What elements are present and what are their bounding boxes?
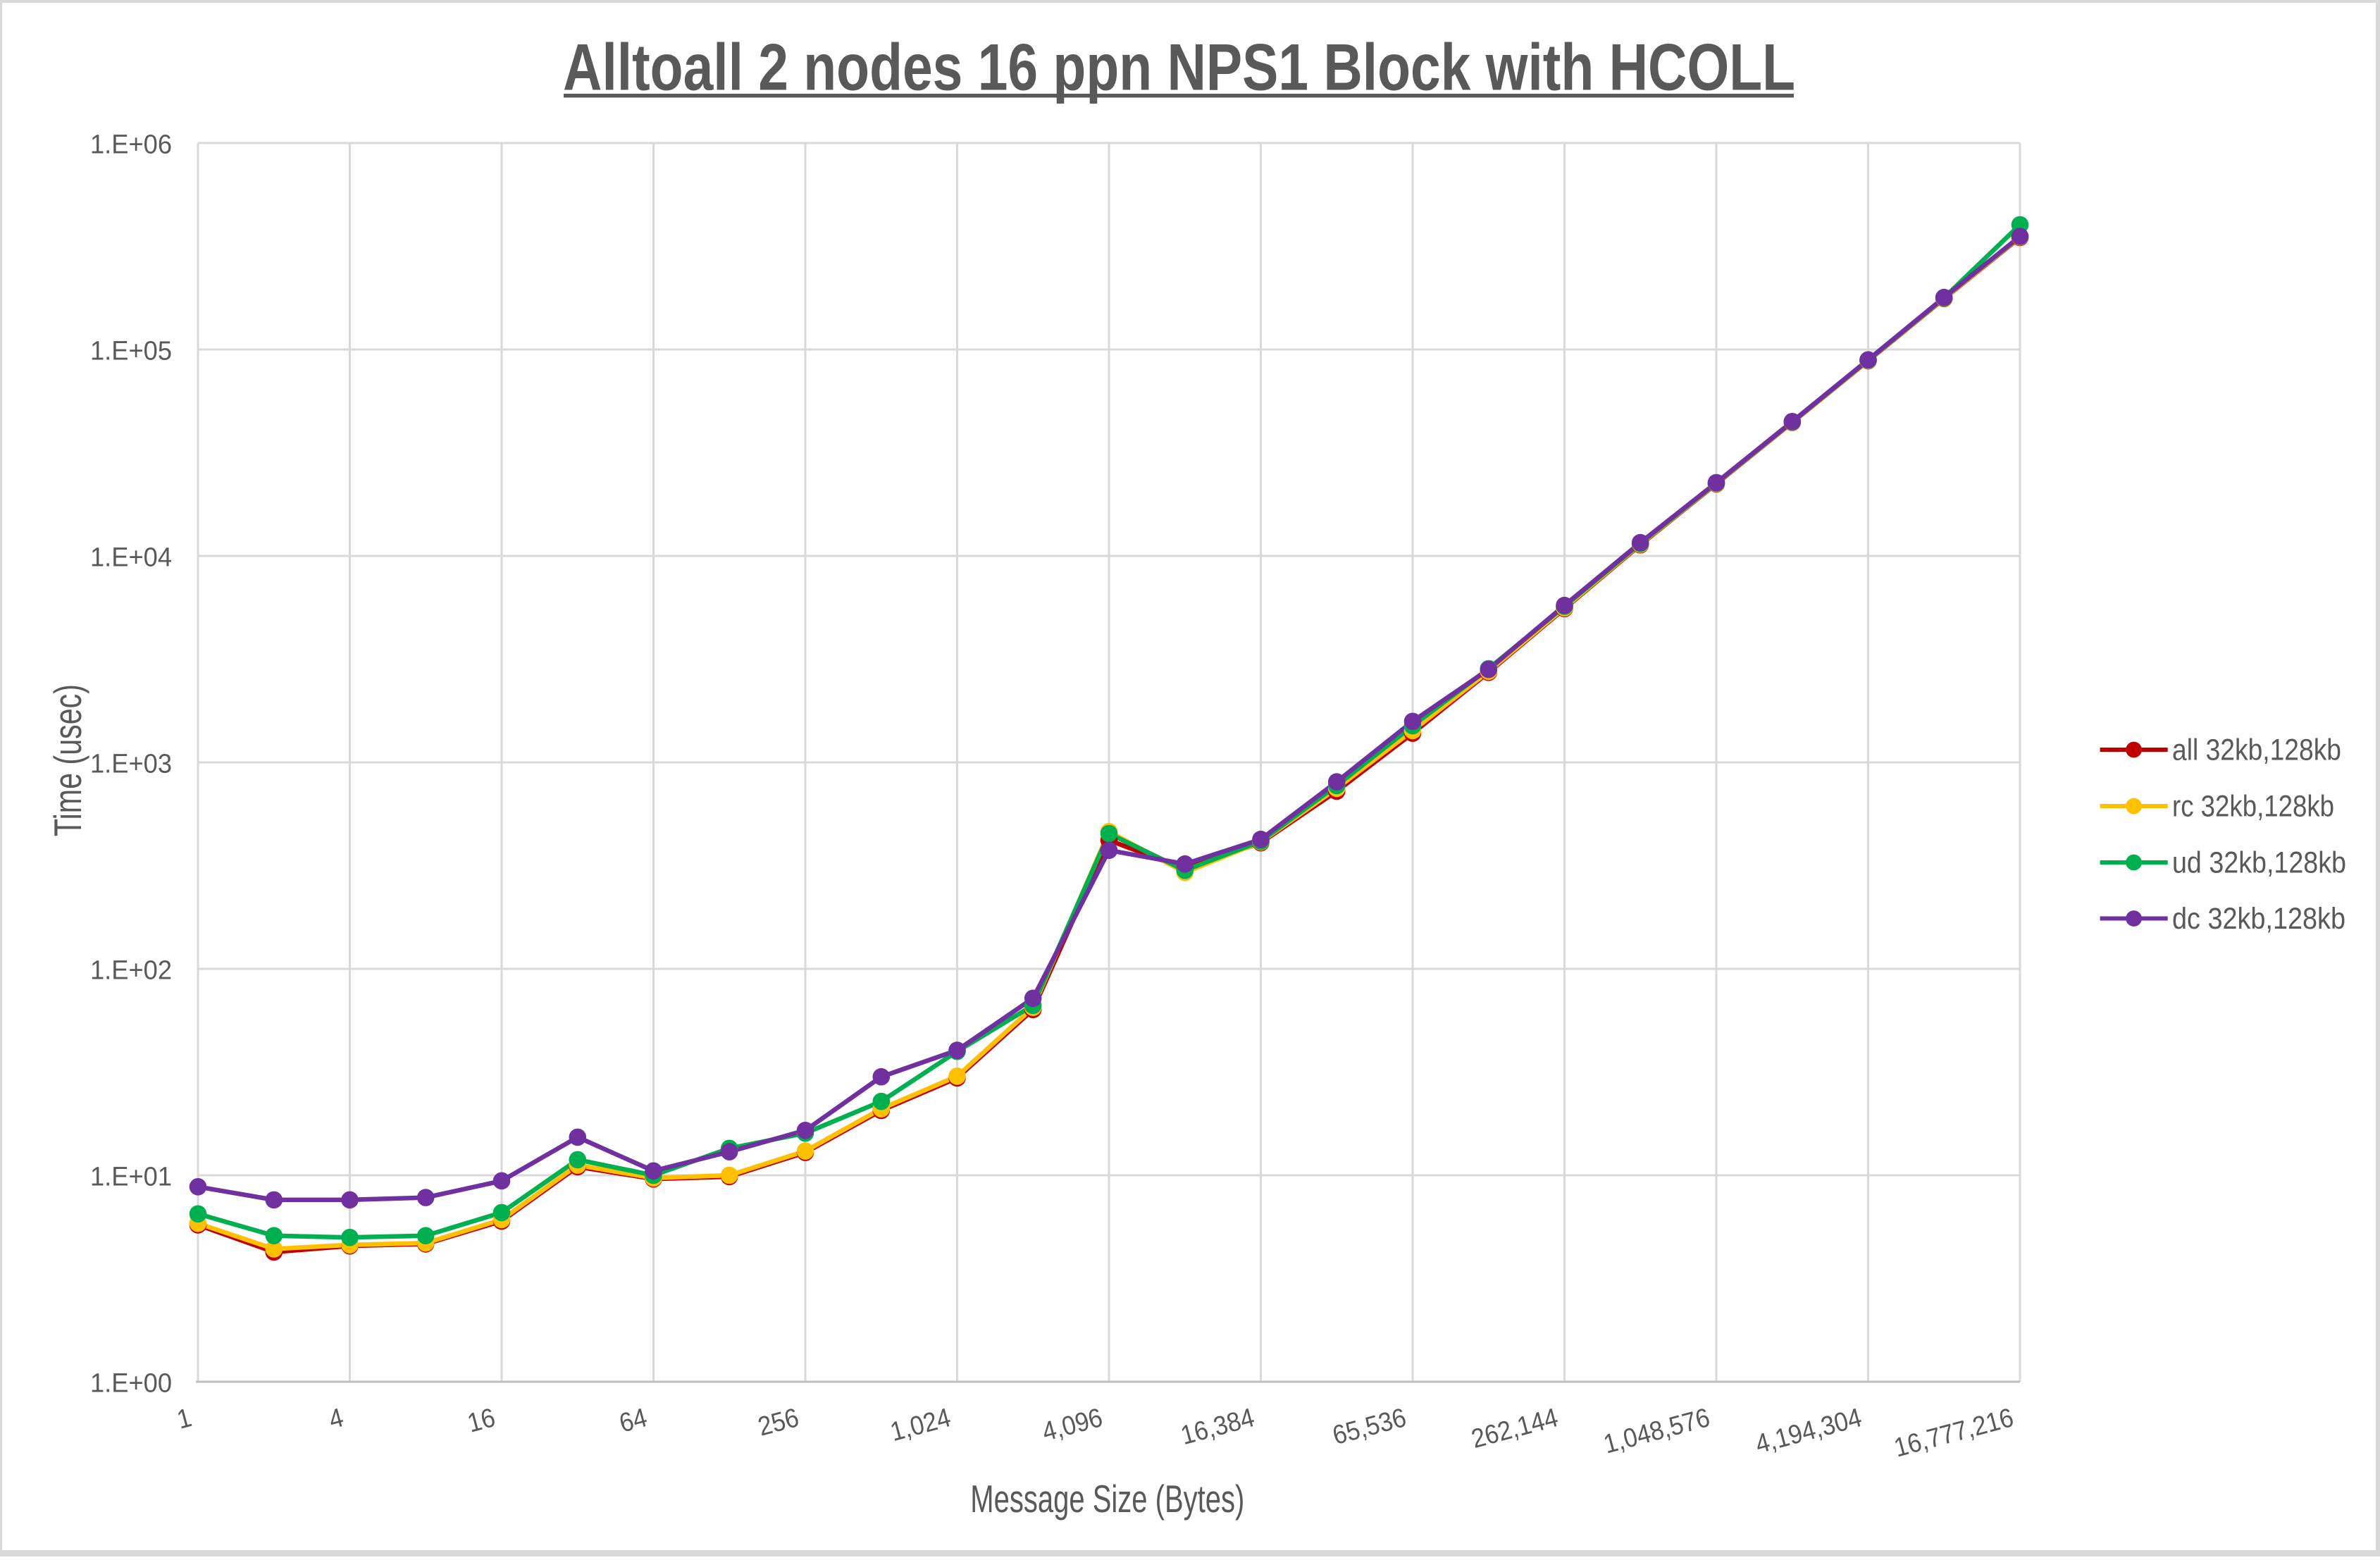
svg-text:Message Size (Bytes): Message Size (Bytes) bbox=[970, 1477, 1244, 1521]
svg-text:1.E+00: 1.E+00 bbox=[90, 1368, 172, 1398]
svg-text:1.E+03: 1.E+03 bbox=[90, 749, 172, 779]
svg-text:1.E+04: 1.E+04 bbox=[90, 543, 172, 572]
svg-text:1.E+02: 1.E+02 bbox=[90, 955, 172, 985]
svg-text:1.E+05: 1.E+05 bbox=[90, 336, 172, 366]
svg-text:Alltoall 2 nodes 16 ppn NPS1 B: Alltoall 2 nodes 16 ppn NPS1 Block with … bbox=[563, 30, 1795, 104]
svg-text:ud 32kb,128kb: ud 32kb,128kb bbox=[2172, 846, 2346, 880]
svg-text:Time (usec): Time (usec) bbox=[46, 684, 89, 836]
svg-text:1.E+01: 1.E+01 bbox=[90, 1162, 172, 1191]
svg-text:rc 32kb,128kb: rc 32kb,128kb bbox=[2172, 790, 2334, 824]
svg-text:1.E+06: 1.E+06 bbox=[90, 130, 172, 159]
svg-text:dc 32kb,128kb: dc 32kb,128kb bbox=[2172, 902, 2345, 936]
svg-text:all 32kb,128kb: all 32kb,128kb bbox=[2172, 733, 2341, 767]
